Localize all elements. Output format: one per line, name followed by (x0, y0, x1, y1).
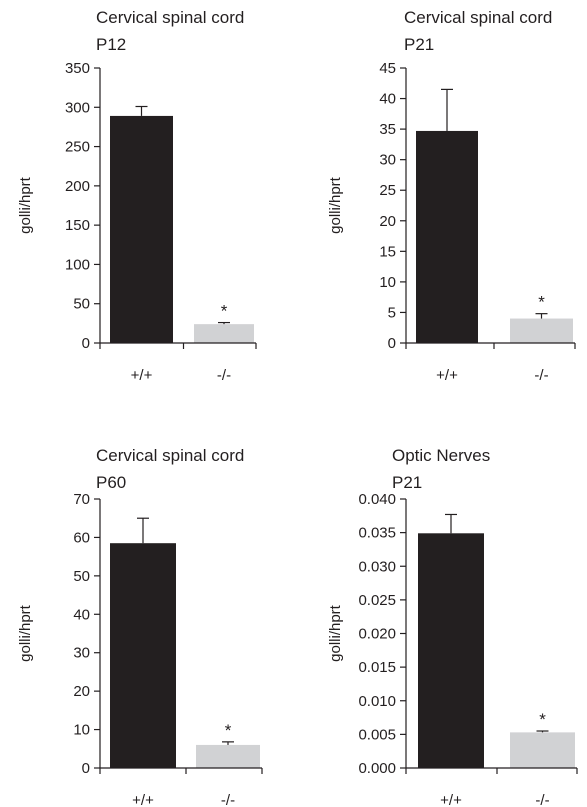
y-tick-label: 0 (388, 335, 396, 352)
y-axis-label: golli/hprt (327, 604, 344, 662)
chart-panel-1: Cervical spinal cord P12 golli/hprt +/+ * -/-… (17, 8, 257, 384)
y-tick-label: 0.005 (358, 726, 396, 743)
y-tick-label: 45 (379, 60, 396, 77)
y-tick-label: 350 (65, 60, 90, 77)
chart-title: Optic Nerves (392, 446, 490, 465)
chart-subtitle: P60 (96, 473, 126, 492)
bar (110, 115, 173, 343)
chart-subtitle: P21 (404, 35, 434, 54)
y-tick-label: 25 (379, 182, 396, 199)
y-tick-label: 20 (379, 213, 396, 230)
x-tick-label: -/- (217, 367, 231, 384)
y-tick-label: 0 (82, 335, 90, 352)
y-tick-label: 50 (73, 568, 90, 585)
y-tick-label: 150 (65, 217, 90, 234)
y-tick-label: 30 (379, 152, 396, 169)
y-tick-label: 300 (65, 99, 90, 116)
y-tick-label: 0.000 (358, 760, 396, 777)
y-tick-label: 10 (73, 722, 90, 739)
y-tick-label: 60 (73, 529, 90, 546)
y-tick-label: 5 (388, 304, 396, 321)
x-tick-label: +/+ (132, 792, 154, 807)
chart-subtitle: P12 (96, 35, 126, 54)
significance-marker: * (225, 721, 232, 740)
bar (510, 732, 575, 768)
bar (110, 543, 176, 768)
y-tick-label: 0.030 (358, 558, 396, 575)
y-axis-label: golli/hprt (17, 604, 34, 662)
significance-marker: * (539, 710, 546, 729)
bar (416, 130, 478, 343)
chart-title: Cervical spinal cord (96, 8, 244, 27)
y-tick-label: 70 (73, 491, 90, 508)
y-tick-label: 200 (65, 178, 90, 195)
y-tick-label: 20 (73, 683, 90, 700)
x-tick-label: -/- (535, 792, 549, 807)
y-tick-label: 0.025 (358, 592, 396, 609)
bar (196, 744, 260, 768)
bar (194, 324, 254, 343)
chart-title: Cervical spinal cord (96, 446, 244, 465)
y-tick-label: 35 (379, 121, 396, 138)
y-tick-label: 15 (379, 243, 396, 260)
x-tick-label: +/+ (440, 792, 462, 807)
y-tick-label: 30 (73, 645, 90, 662)
significance-marker: * (538, 293, 545, 312)
bar (510, 318, 573, 343)
y-tick-label: 40 (73, 606, 90, 623)
y-tick-label: 50 (73, 296, 90, 313)
chart-panel-3: Cervical spinal cord P60 golli/hprt +/+ * -/-… (17, 446, 263, 807)
y-tick-label: 0.020 (358, 626, 396, 643)
x-tick-label: +/+ (131, 367, 153, 384)
chart-title: Cervical spinal cord (404, 8, 552, 27)
x-tick-label: -/- (534, 367, 548, 384)
y-axis-label: golli/hprt (17, 176, 34, 234)
significance-marker: * (221, 302, 228, 321)
x-tick-label: +/+ (436, 367, 458, 384)
y-tick-label: 250 (65, 139, 90, 156)
y-tick-label: 100 (65, 256, 90, 273)
y-tick-label: 0.015 (358, 659, 396, 676)
chart-subtitle: P21 (392, 473, 422, 492)
chart-panel-2: Cervical spinal cord P21 golli/hprt +/+ * -/-… (327, 8, 576, 384)
y-tick-label: 0.035 (358, 525, 396, 542)
bar (418, 533, 484, 768)
chart-panel-4: Optic Nerves P21 golli/hprt +/+ * -/- 0.000 0.0… (327, 446, 578, 807)
y-tick-label: 40 (379, 91, 396, 108)
x-tick-label: -/- (221, 792, 235, 807)
y-tick-label: 0.010 (358, 693, 396, 710)
y-axis-label: golli/hprt (327, 176, 344, 234)
y-tick-label: 0 (82, 760, 90, 777)
y-tick-label: 0.040 (358, 491, 396, 508)
y-tick-label: 10 (379, 274, 396, 291)
